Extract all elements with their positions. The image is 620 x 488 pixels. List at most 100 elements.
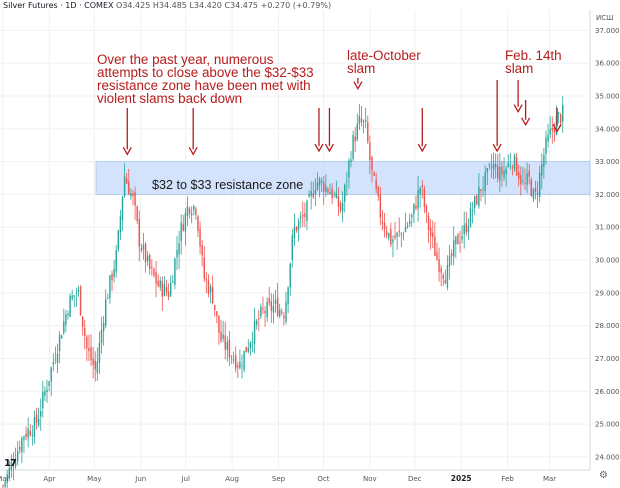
candle-body [56,354,59,363]
candle-body [425,206,428,212]
candle-body [488,164,491,166]
candle-body [350,159,352,163]
candle-body [209,286,212,293]
time-tick-label: Aug [225,475,239,483]
candle-body [388,232,390,238]
candle-body [557,112,560,114]
candle-body [371,156,373,171]
currency-label[interactable]: ИСШ [596,14,614,22]
annotation-line: slam [505,61,533,76]
candle-body [404,226,407,233]
candle-body [511,166,514,168]
candle-body [559,114,562,123]
candle-body [333,194,335,196]
candle-body [211,286,214,304]
candle-body [14,461,17,467]
candle-body [117,230,120,250]
candle-body [293,226,296,239]
time-axis[interactable]: Mar Apr May Jun Jul Aug Sep Oct Nov Dec 2025 Feb Mar [0,474,556,483]
candle-body [96,361,99,373]
candle-body [193,205,195,210]
candle-body [222,334,224,339]
price-tick-label: 25.000 [595,421,620,429]
ohlc-change: +0.270 (+0.79%) [260,1,332,10]
annotation-arrowhead [521,117,531,127]
candle-body [494,164,497,167]
candle-body [125,178,128,184]
candle-body [153,268,155,276]
candle-body [427,215,430,231]
candle-body [50,367,52,382]
annotation-arrowhead [324,143,335,153]
candle-body [149,255,151,269]
candle-body [201,245,203,256]
candle-body [79,286,82,315]
candle-body [413,203,415,214]
candle-body [501,166,503,175]
candle-body [513,155,516,170]
candle-body [455,236,457,245]
candle-body [541,163,543,176]
candle-body [207,280,210,295]
chart-header: Silver Futures · 1D · COMEX O34.425 H34.… [3,1,331,10]
candle-body [220,331,222,342]
candle-body [140,248,143,251]
candle-body [316,182,319,190]
candle-body [113,268,115,277]
candle-body [260,306,262,317]
candle-body [394,235,396,239]
annotation-arrowhead [188,147,198,156]
candle-body [434,236,436,256]
time-tick-label: Feb [501,475,514,483]
candle-body [253,320,256,344]
time-tick-label: Jun [134,475,146,483]
candle-body [467,226,470,232]
candle-body [289,263,291,288]
price-tick-label: 37.000 [595,27,620,35]
candle-body [344,184,346,202]
candle-body [100,329,103,344]
candle-body [232,359,235,361]
candle-body [373,172,375,176]
candle-body [515,157,518,176]
candle-body [337,195,340,207]
candle-body [364,120,367,122]
annotation-arrowhead [122,147,132,156]
resistance-zone-label: $32 to $33 resistance zone [152,178,303,192]
candle-body [81,316,84,327]
gear-icon[interactable]: ⚙ [599,470,608,481]
tradingview-logo[interactable]: 17 [4,458,17,469]
candles [2,96,564,488]
candle-body [323,182,325,192]
candle-body [398,230,400,232]
price-tick-label: 32.000 [595,191,620,199]
candle-body [144,243,147,263]
candle-body [538,172,541,197]
candle-body [396,232,398,237]
candle-body [54,359,57,361]
candle-body [291,235,294,260]
candle-body [429,227,432,236]
price-axis[interactable]: 37.000 36.000 35.000 34.000 33.000 32.000 31.0… [595,27,620,461]
candle-body [320,180,323,183]
candle-body [279,309,281,317]
symbol-title[interactable]: Silver Futures · 1D · COMEX [3,1,114,10]
candle-body [302,214,304,217]
candle-body [121,196,124,220]
resistance-zone-band [95,161,591,195]
candle-body [438,259,440,273]
price-tick-label: 36.000 [595,60,620,68]
candle-body [111,274,113,281]
candle-body [520,175,522,185]
price-tick-label: 24.000 [595,453,620,461]
candle-body [358,115,361,124]
candle-body [109,275,111,299]
candle-body [339,203,342,211]
candle-body [492,163,495,170]
candle-body [52,361,55,365]
candle-body [146,255,149,262]
candle-body [505,168,507,175]
candle-body [8,467,10,478]
time-tick-label: Mar [543,475,556,483]
